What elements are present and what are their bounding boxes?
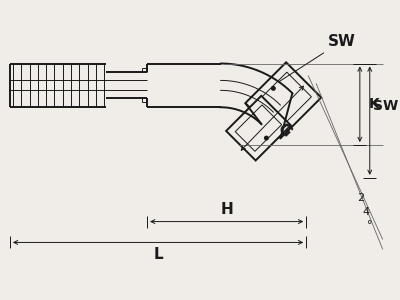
Text: G: G <box>274 120 294 140</box>
Polygon shape <box>235 105 282 151</box>
Polygon shape <box>245 62 321 138</box>
Circle shape <box>264 136 269 141</box>
Polygon shape <box>226 96 291 160</box>
Text: K: K <box>368 97 379 111</box>
Polygon shape <box>255 72 312 128</box>
Text: 2: 2 <box>357 193 364 203</box>
Circle shape <box>271 86 276 91</box>
Text: L: L <box>153 247 163 262</box>
Text: 4: 4 <box>362 207 369 217</box>
Text: H: H <box>220 202 233 217</box>
Text: °: ° <box>367 220 372 230</box>
Text: SW: SW <box>373 99 398 113</box>
Text: SW: SW <box>279 34 356 82</box>
